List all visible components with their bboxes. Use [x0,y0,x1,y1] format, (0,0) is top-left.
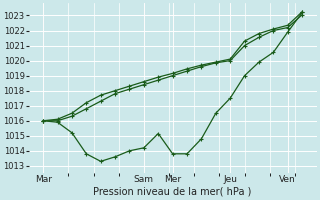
X-axis label: Pression niveau de la mer( hPa ): Pression niveau de la mer( hPa ) [93,187,252,197]
